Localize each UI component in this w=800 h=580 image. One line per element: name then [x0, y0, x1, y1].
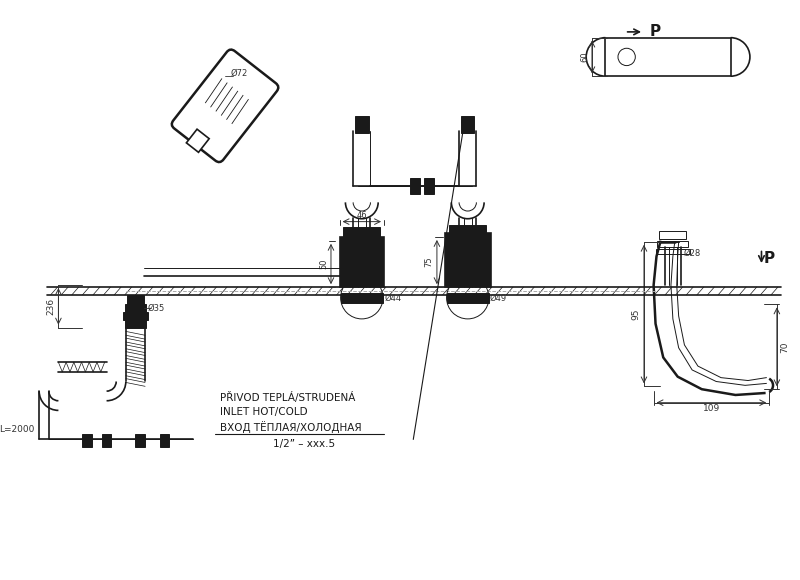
- Bar: [606, 38, 730, 76]
- Bar: [186, 129, 209, 153]
- Text: Ø35: Ø35: [148, 304, 166, 313]
- Text: P: P: [764, 251, 774, 266]
- Text: Ø44: Ø44: [384, 294, 401, 303]
- Bar: [123, 312, 148, 320]
- Text: 1/2” – xxx.5: 1/2” – xxx.5: [273, 439, 335, 449]
- Bar: [340, 237, 384, 287]
- Bar: [446, 293, 489, 303]
- Text: 109: 109: [702, 404, 720, 413]
- Bar: [455, 271, 459, 277]
- Bar: [445, 233, 491, 287]
- Bar: [125, 304, 146, 312]
- Text: 95: 95: [632, 309, 641, 320]
- Bar: [159, 433, 169, 447]
- Bar: [478, 256, 482, 277]
- Text: 60: 60: [581, 52, 590, 62]
- Text: 236: 236: [46, 298, 55, 315]
- Bar: [466, 264, 470, 277]
- Bar: [341, 293, 383, 303]
- Bar: [450, 226, 486, 237]
- Bar: [655, 249, 690, 255]
- Bar: [135, 433, 145, 447]
- Bar: [658, 241, 688, 246]
- Bar: [125, 320, 146, 328]
- Bar: [652, 218, 702, 229]
- Bar: [473, 260, 477, 277]
- Bar: [461, 268, 465, 277]
- Bar: [659, 231, 686, 239]
- Bar: [343, 227, 380, 241]
- Text: Ø28: Ø28: [683, 249, 701, 258]
- Bar: [461, 115, 474, 133]
- Bar: [424, 178, 434, 194]
- Bar: [126, 295, 144, 304]
- Text: INLET HOT/COLD: INLET HOT/COLD: [220, 407, 308, 418]
- Bar: [82, 433, 92, 447]
- Text: P: P: [650, 24, 661, 39]
- Text: Ø49: Ø49: [490, 294, 507, 303]
- Text: 70: 70: [780, 341, 789, 353]
- Text: 75: 75: [425, 257, 434, 267]
- Bar: [102, 433, 111, 447]
- Text: 46: 46: [357, 211, 367, 220]
- Text: 50: 50: [320, 259, 329, 269]
- Text: L=2000: L=2000: [0, 425, 34, 434]
- Text: ВХОД ТЁПЛАЯ/ХОЛОДНАЯ: ВХОД ТЁПЛАЯ/ХОЛОДНАЯ: [220, 421, 362, 433]
- Bar: [410, 178, 419, 194]
- FancyBboxPatch shape: [172, 49, 278, 162]
- Bar: [355, 115, 369, 133]
- Text: Ø72: Ø72: [231, 69, 248, 78]
- Text: PŘIVOD TEPLÁ/STRUDENÁ: PŘIVOD TEPLÁ/STRUDENÁ: [220, 392, 355, 403]
